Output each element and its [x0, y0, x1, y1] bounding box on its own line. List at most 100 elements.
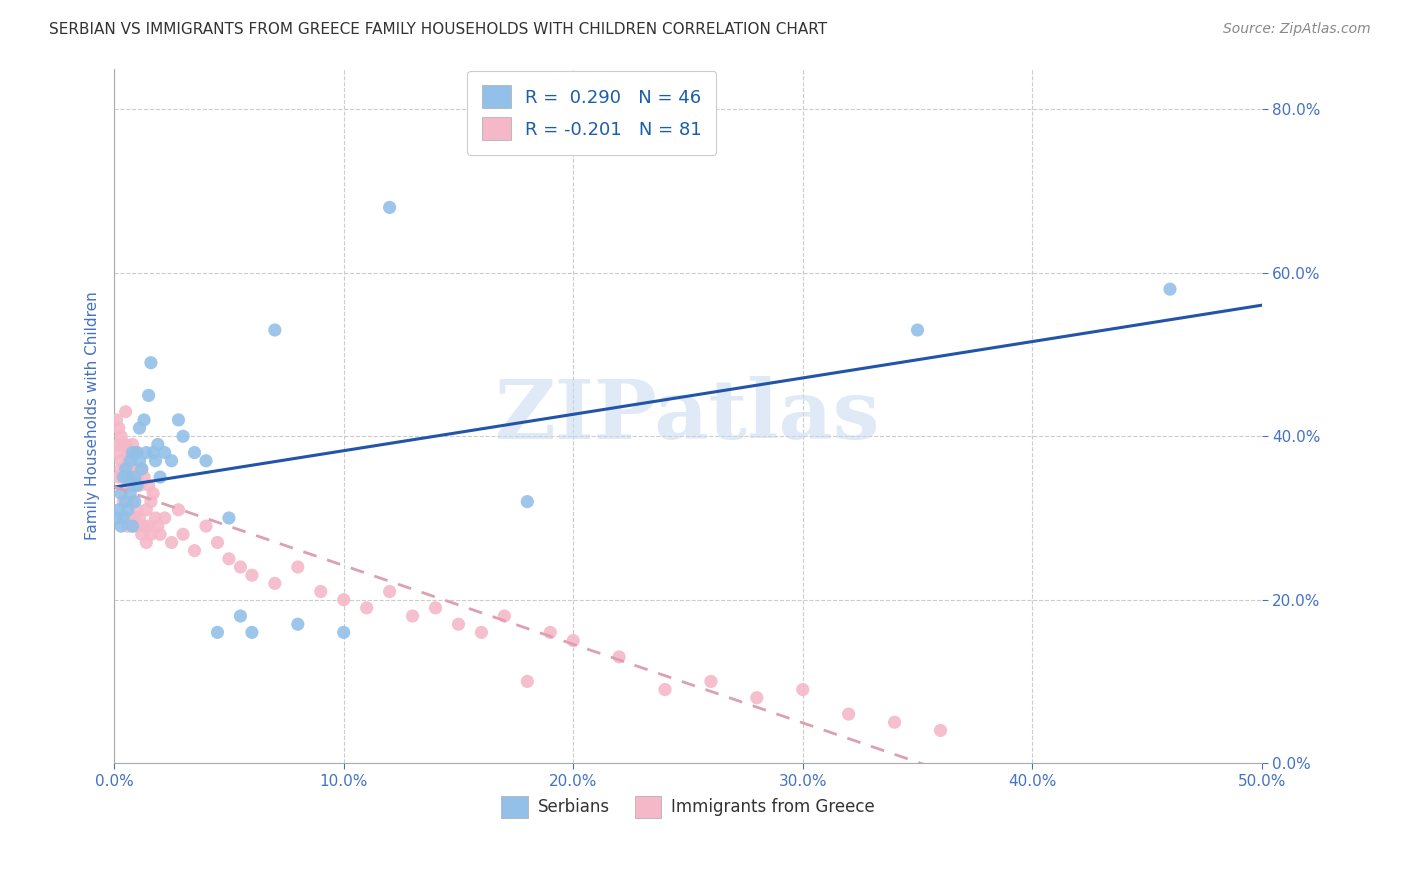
- Point: [139, 356, 162, 370]
- Point: [132, 413, 155, 427]
- Point: [127, 503, 149, 517]
- Point: [117, 470, 139, 484]
- Point: [114, 511, 136, 525]
- Point: [356, 600, 378, 615]
- Point: [838, 707, 860, 722]
- Point: [107, 437, 129, 451]
- Point: [132, 519, 155, 533]
- Point: [121, 494, 143, 508]
- Point: [287, 617, 309, 632]
- Point: [135, 503, 157, 517]
- Point: [112, 470, 135, 484]
- Point: [117, 519, 139, 533]
- Point: [142, 486, 165, 500]
- Point: [229, 560, 252, 574]
- Point: [107, 470, 129, 484]
- Point: [172, 429, 194, 443]
- Point: [146, 437, 169, 451]
- Point: [117, 454, 139, 468]
- Point: [153, 511, 176, 525]
- Point: [516, 674, 538, 689]
- Point: [132, 470, 155, 484]
- Point: [105, 445, 128, 459]
- Point: [183, 543, 205, 558]
- Point: [127, 445, 149, 459]
- Text: Source: ZipAtlas.com: Source: ZipAtlas.com: [1223, 22, 1371, 37]
- Point: [127, 445, 149, 459]
- Point: [167, 503, 190, 517]
- Point: [124, 511, 146, 525]
- Point: [929, 723, 952, 738]
- Point: [745, 690, 768, 705]
- Point: [127, 478, 149, 492]
- Point: [538, 625, 561, 640]
- Point: [114, 405, 136, 419]
- Point: [447, 617, 470, 632]
- Point: [117, 503, 139, 517]
- Point: [120, 478, 142, 492]
- Point: [332, 625, 354, 640]
- Point: [131, 462, 153, 476]
- Point: [607, 649, 630, 664]
- Point: [112, 437, 135, 451]
- Point: [1159, 282, 1181, 296]
- Point: [120, 511, 142, 525]
- Point: [121, 437, 143, 451]
- Point: [470, 625, 492, 640]
- Legend: Serbians, Immigrants from Greece: Serbians, Immigrants from Greece: [495, 789, 882, 824]
- Point: [142, 445, 165, 459]
- Point: [124, 470, 146, 484]
- Point: [128, 421, 150, 435]
- Point: [145, 511, 167, 525]
- Point: [207, 625, 229, 640]
- Point: [218, 551, 240, 566]
- Point: [378, 584, 401, 599]
- Point: [121, 445, 143, 459]
- Point: [112, 470, 135, 484]
- Point: [128, 511, 150, 525]
- Point: [121, 470, 143, 484]
- Point: [128, 454, 150, 468]
- Point: [120, 462, 142, 476]
- Point: [167, 413, 190, 427]
- Point: [139, 494, 162, 508]
- Point: [110, 429, 132, 443]
- Point: [700, 674, 723, 689]
- Point: [139, 527, 162, 541]
- Point: [135, 535, 157, 549]
- Point: [138, 388, 160, 402]
- Point: [138, 478, 160, 492]
- Point: [425, 600, 447, 615]
- Point: [146, 519, 169, 533]
- Point: [117, 445, 139, 459]
- Point: [135, 445, 157, 459]
- Point: [332, 592, 354, 607]
- Point: [107, 421, 129, 435]
- Point: [792, 682, 814, 697]
- Point: [120, 454, 142, 468]
- Point: [207, 535, 229, 549]
- Point: [110, 462, 132, 476]
- Point: [127, 519, 149, 533]
- Point: [120, 486, 142, 500]
- Point: [124, 494, 146, 508]
- Point: [149, 470, 172, 484]
- Y-axis label: Family Households with Children: Family Households with Children: [86, 292, 100, 541]
- Point: [114, 437, 136, 451]
- Point: [128, 478, 150, 492]
- Point: [121, 519, 143, 533]
- Point: [149, 527, 172, 541]
- Point: [114, 470, 136, 484]
- Point: [145, 454, 167, 468]
- Point: [110, 486, 132, 500]
- Point: [654, 682, 676, 697]
- Point: [120, 445, 142, 459]
- Point: [240, 625, 263, 640]
- Point: [121, 519, 143, 533]
- Point: [138, 519, 160, 533]
- Point: [124, 478, 146, 492]
- Point: [287, 560, 309, 574]
- Point: [240, 568, 263, 582]
- Text: SERBIAN VS IMMIGRANTS FROM GREECE FAMILY HOUSEHOLDS WITH CHILDREN CORRELATION CH: SERBIAN VS IMMIGRANTS FROM GREECE FAMILY…: [49, 22, 827, 37]
- Point: [110, 454, 132, 468]
